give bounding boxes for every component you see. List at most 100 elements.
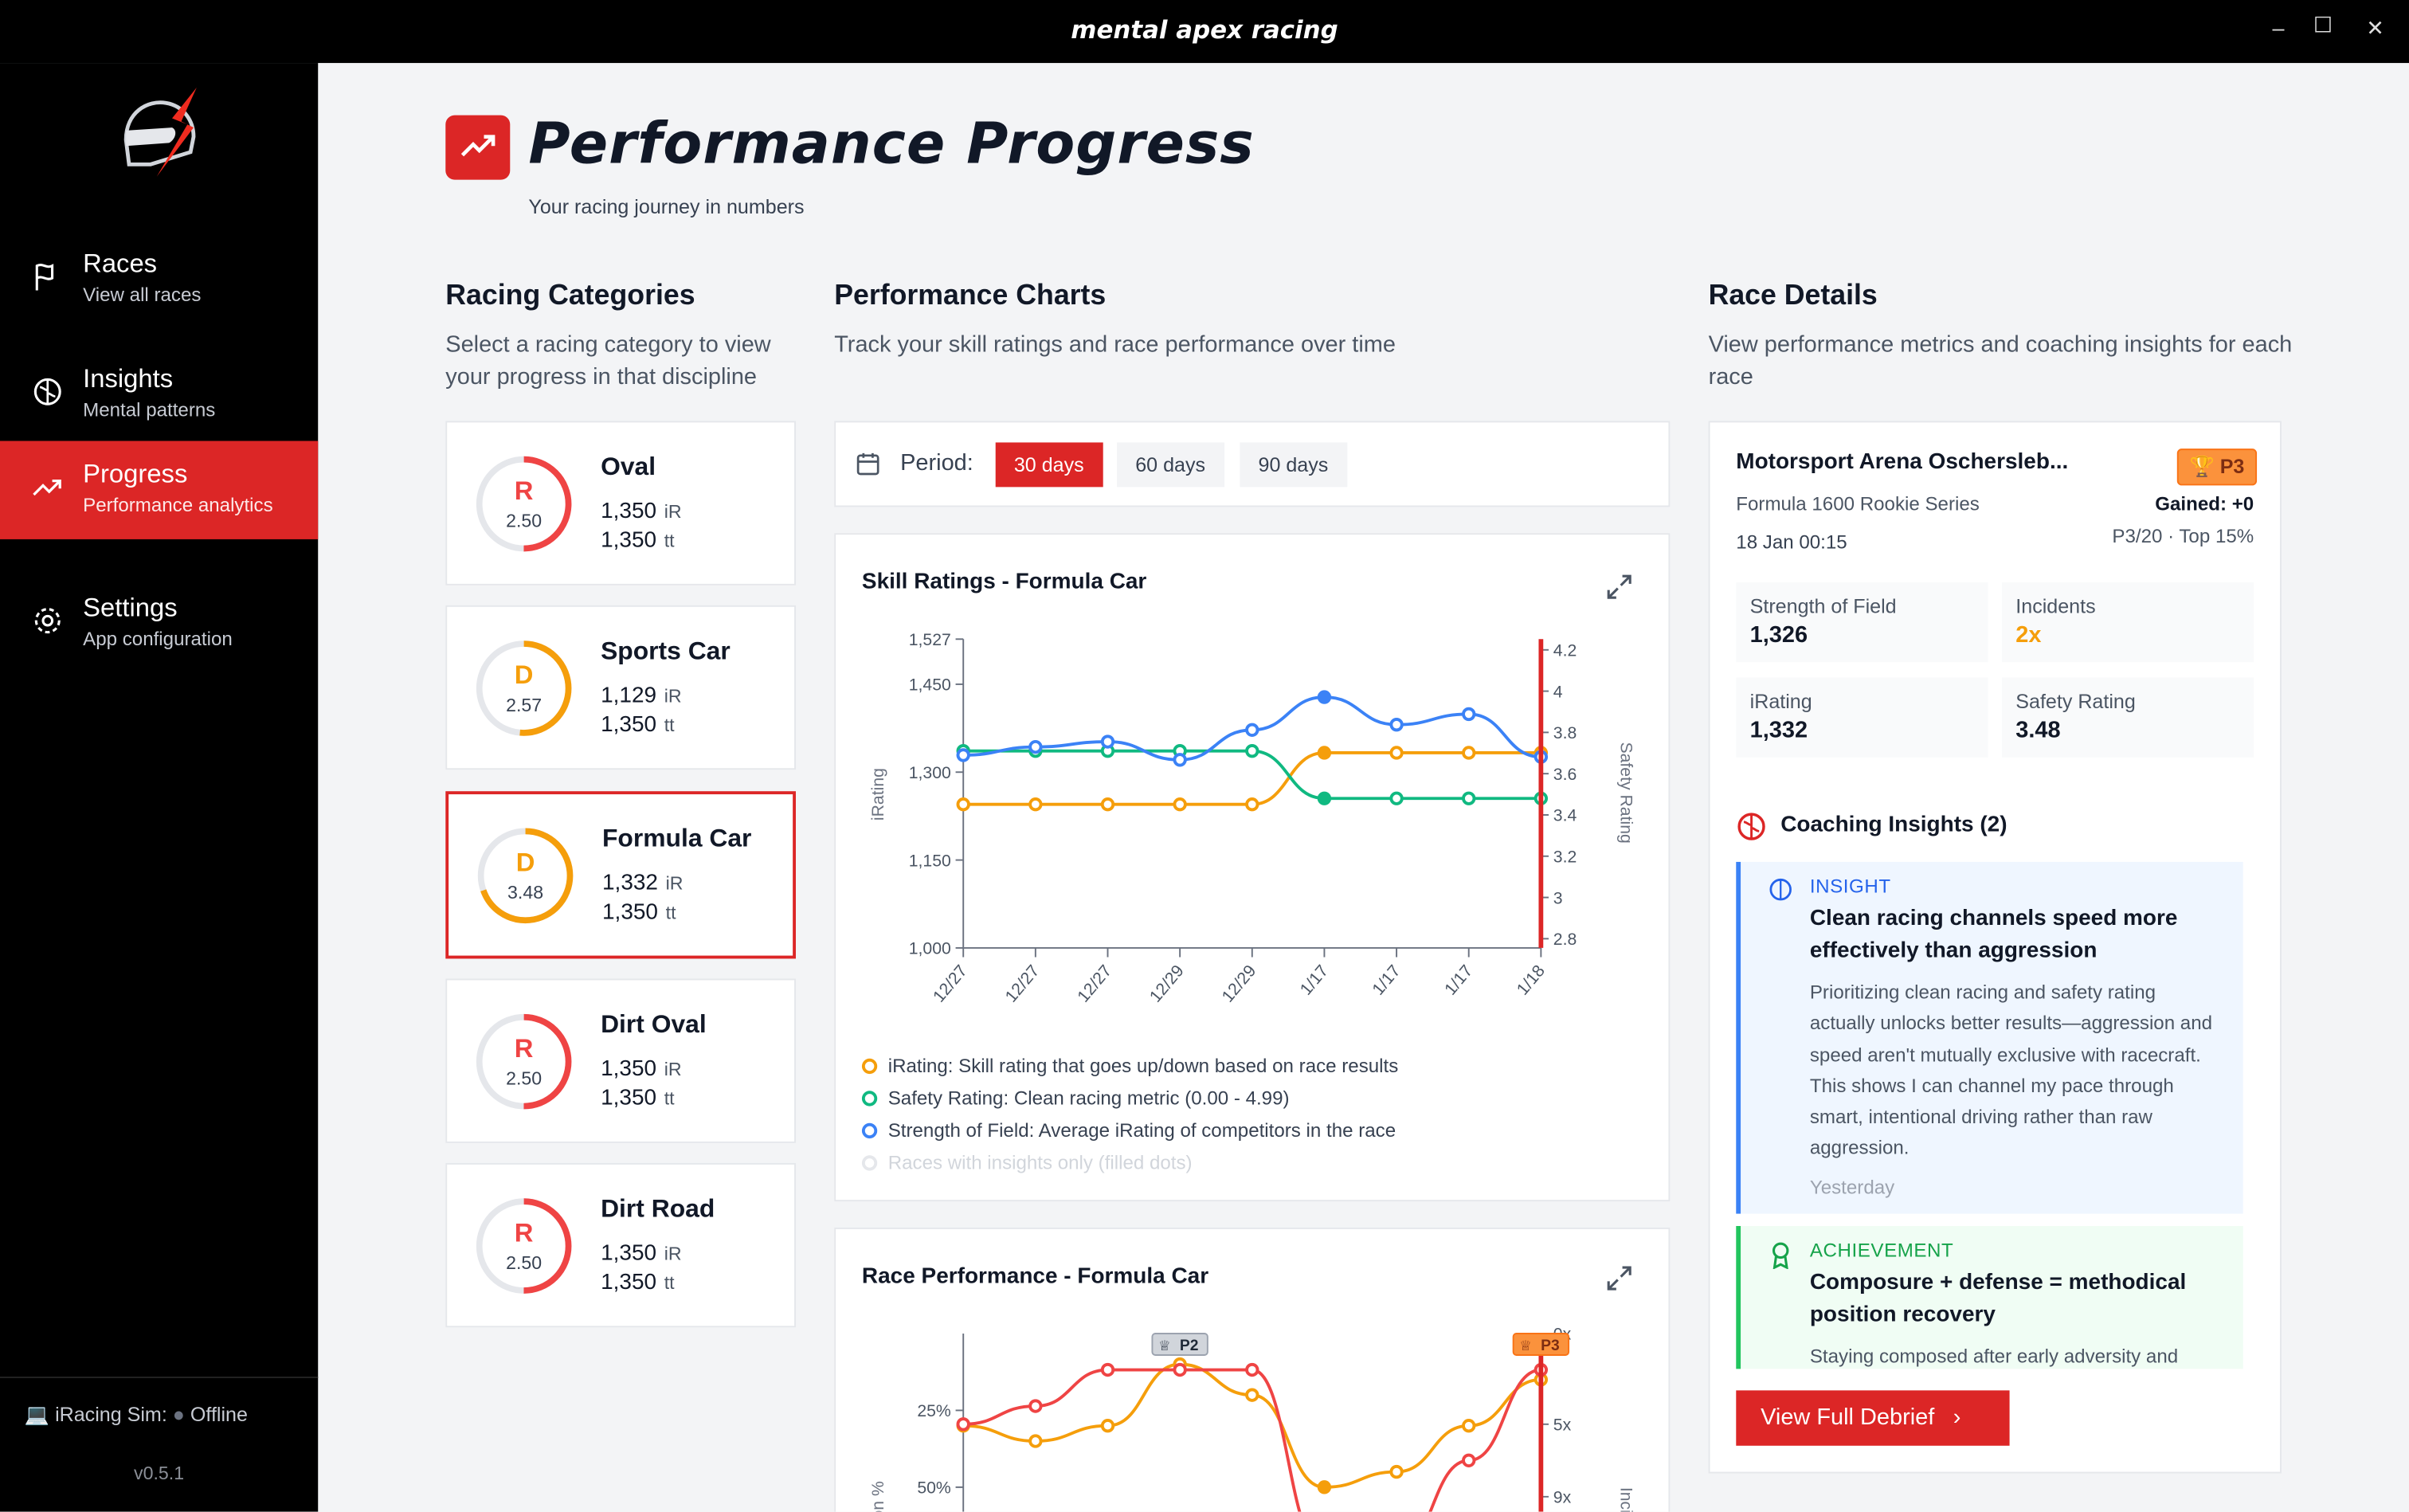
x-tick-label: 1/18 xyxy=(1514,962,1549,998)
safety-rating: 2.50 xyxy=(506,1252,542,1273)
expand-icon[interactable] xyxy=(1604,1263,1635,1294)
position-badge xyxy=(1151,1333,1208,1356)
category-card[interactable]: D 3.48 Formula Car 1,332 iR 1,350 tt xyxy=(445,791,796,959)
series-line xyxy=(963,695,1541,762)
license-class: D xyxy=(516,847,535,876)
x-tick-label: 12/27 xyxy=(1002,962,1044,1005)
y-tick-label: 1,450 xyxy=(909,676,951,695)
data-point xyxy=(1100,734,1115,749)
calendar-icon xyxy=(856,452,879,476)
skill-ratings-card: Skill Ratings - Formula Car iRating: Ski… xyxy=(834,533,1671,1202)
positions-gained: Gained: +0 xyxy=(2155,493,2254,515)
x-tick-label: 1/17 xyxy=(1441,962,1476,998)
data-point xyxy=(1173,1362,1187,1377)
sidebar-item-races[interactable]: Races View all races xyxy=(0,230,318,328)
view-full-debrief-button[interactable]: View Full Debrief › xyxy=(1736,1390,2010,1446)
y-tick-label: 1,527 xyxy=(909,631,951,649)
safety-rating: 2.57 xyxy=(506,695,542,715)
insight-tag: INSIGHT xyxy=(1809,875,1891,898)
period-90-days[interactable]: 90 days xyxy=(1240,442,1347,488)
data-point xyxy=(1245,744,1259,758)
insight-body: Prioritizing clean racing and safety rat… xyxy=(1809,981,2213,1160)
license-class: D xyxy=(515,660,534,689)
legend-item: Races with insights only (filled dots) xyxy=(861,1152,1193,1174)
achievement-card[interactable]: ACHIEVEMENT Composure + defense = method… xyxy=(1736,1225,2243,1369)
section-description: View performance metrics and coaching in… xyxy=(1708,331,2293,390)
sidebar-item-settings[interactable]: Settings App configuration xyxy=(0,574,318,672)
data-point xyxy=(1317,791,1332,805)
data-point xyxy=(1462,707,1476,722)
metric-irating: iRating 1,332 xyxy=(1736,677,1988,758)
metric-value: 2x xyxy=(2015,622,2042,648)
legend-text: Races with insights only (filled dots) xyxy=(887,1152,1193,1174)
insight-card[interactable]: INSIGHT Clean racing channels speed more… xyxy=(1736,861,2243,1214)
category-name: Dirt Road xyxy=(601,1195,715,1224)
category-card[interactable]: R 2.50 Oval 1,350 iR 1,350 tt xyxy=(445,421,796,586)
safety-rating: 3.48 xyxy=(507,882,543,903)
chart-title: Race Performance - Formula Car xyxy=(861,1264,1209,1290)
period-60-days[interactable]: 60 days xyxy=(1117,442,1224,488)
safety-rating-ring: R 2.50 xyxy=(476,1198,572,1294)
helmet-logo xyxy=(123,87,197,177)
sidebar-item-progress[interactable]: Progress Performance analytics xyxy=(0,441,319,539)
coaching-title: Coaching Insights (2) xyxy=(1780,813,2007,838)
trophy-icon: ♕ xyxy=(1158,1338,1171,1353)
trophy-icon: 🏆 xyxy=(2189,454,2215,478)
brain-icon xyxy=(33,378,61,405)
category-name: Oval xyxy=(601,452,656,481)
sidebar-item-sub: View all races xyxy=(83,284,202,306)
metric-incidents: Incidents 2x xyxy=(2001,582,2254,663)
safety-rating: 2.50 xyxy=(506,1068,542,1089)
race-date: 18 Jan 00:15 xyxy=(1736,531,1847,554)
legend-text: iRating: Skill rating that goes up/down … xyxy=(887,1055,1399,1077)
chevron-right-icon: › xyxy=(1953,1404,1961,1431)
x-tick-label: 12/29 xyxy=(1219,962,1260,1005)
category-card[interactable]: D 2.57 Sports Car 1,129 iR 1,350 tt xyxy=(445,605,796,770)
category-card[interactable]: R 2.50 Dirt Road 1,350 iR 1,350 tt xyxy=(445,1162,796,1328)
data-point xyxy=(1028,1434,1043,1448)
minimize-icon[interactable]: – xyxy=(2272,15,2285,41)
category-name: Dirt Oval xyxy=(601,1010,707,1039)
y2-tick-label: 3.8 xyxy=(1553,724,1577,742)
brain-icon xyxy=(1737,813,1765,840)
track-name: Motorsport Arena Oschersleb... xyxy=(1736,450,2069,475)
series-line xyxy=(963,1368,1541,1512)
x-tick-label: 12/29 xyxy=(1146,962,1188,1005)
finish-summary: P3/20 · Top 15% xyxy=(2112,525,2254,547)
section-description: Select a racing category to view your pr… xyxy=(445,331,771,390)
sim-status: 💻 iRacing Sim: ● Offline xyxy=(25,1403,248,1428)
data-point xyxy=(956,797,970,812)
data-point xyxy=(1389,1464,1404,1479)
metric-value: 1,332 xyxy=(1749,717,1808,744)
category-irating: 1,350 iR xyxy=(601,499,682,524)
series-line xyxy=(963,749,1541,801)
maximize-icon[interactable]: ☐ xyxy=(2313,12,2333,37)
legend-item: Safety Rating: Clean racing metric (0.00… xyxy=(861,1087,1290,1109)
data-point xyxy=(1462,746,1476,760)
position-badge: 🏆 P3 xyxy=(2176,449,2258,486)
y2-tick-label: 5x xyxy=(1553,1416,1572,1434)
data-point xyxy=(1245,1388,1259,1402)
expand-icon[interactable] xyxy=(1604,571,1635,602)
safety-rating-ring: R 2.50 xyxy=(476,1013,572,1110)
achievement-tag: ACHIEVEMENT xyxy=(1809,1240,1954,1262)
insight-title: Clean racing channels speed more effecti… xyxy=(1809,906,2178,964)
data-point xyxy=(1317,690,1332,704)
category-card[interactable]: R 2.50 Dirt Oval 1,350 iR 1,350 tt xyxy=(445,978,796,1143)
period-30-days[interactable]: 30 days xyxy=(995,442,1103,488)
y-tick-label: 1,150 xyxy=(909,852,951,870)
sidebar-item-insights[interactable]: Insights Mental patterns xyxy=(0,346,318,444)
metric-label: Incidents xyxy=(2015,594,2096,618)
y-tick-label: 50% xyxy=(917,1479,951,1498)
category-tt: 1,350 tt xyxy=(601,712,675,738)
data-point xyxy=(1100,797,1115,812)
metric-value: 1,326 xyxy=(1749,622,1808,648)
sidebar-item-label: Progress xyxy=(83,459,188,489)
close-icon[interactable]: ✕ xyxy=(2366,15,2384,41)
y-tick-label: 25% xyxy=(917,1402,951,1420)
category-name: Sports Car xyxy=(601,637,731,666)
legend-text: Strength of Field: Average iRating of co… xyxy=(887,1119,1396,1142)
achievement-title: Composure + defense = methodical positio… xyxy=(1809,1270,2187,1328)
data-point xyxy=(1028,1399,1043,1413)
title-bar: mental apex racing – ☐ ✕ xyxy=(0,0,2409,64)
